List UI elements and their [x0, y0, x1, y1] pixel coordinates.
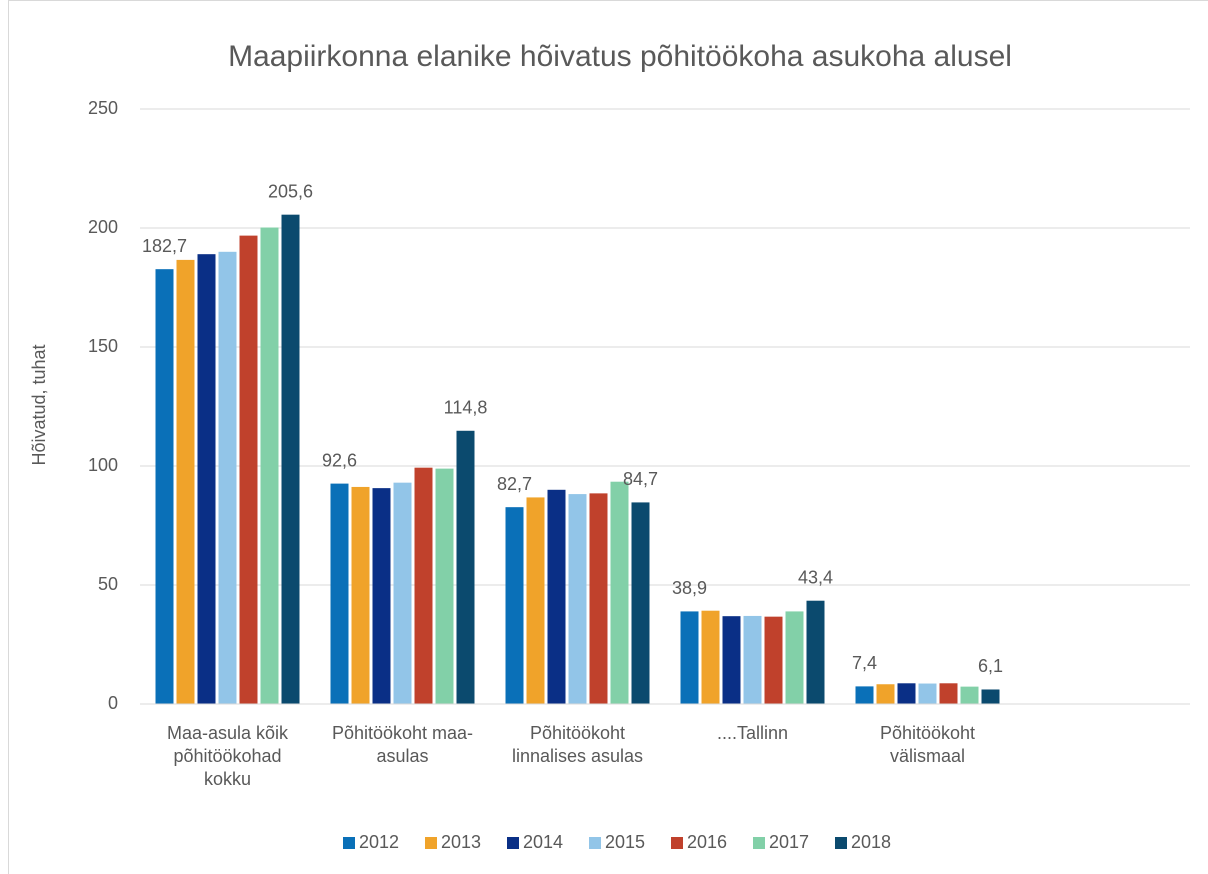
y-tick-label: 200	[88, 217, 118, 237]
chart-title: Maapiirkonna elanike hõivatus põhitöökoh…	[228, 40, 1012, 73]
bar	[764, 616, 783, 704]
bar	[981, 689, 1000, 704]
bar	[260, 227, 279, 705]
bar	[456, 430, 475, 704]
bar	[330, 483, 349, 704]
y-tick-label: 150	[88, 336, 118, 356]
bar	[547, 489, 566, 704]
data-label: 43,4	[798, 567, 833, 587]
legend-swatch	[671, 837, 683, 849]
bar	[197, 254, 216, 704]
bar	[722, 616, 741, 704]
bar	[526, 497, 545, 704]
bar	[680, 611, 699, 704]
y-tick-label: 100	[88, 455, 118, 475]
data-label: 6,1	[978, 656, 1003, 676]
data-label: 38,9	[672, 578, 707, 598]
bar	[568, 494, 587, 704]
bar	[701, 610, 720, 704]
legend-swatch	[507, 837, 519, 849]
data-label: 92,6	[322, 450, 357, 470]
bar	[855, 686, 874, 704]
y-tick-label: 0	[108, 693, 118, 713]
legend-swatch	[835, 837, 847, 849]
bar	[897, 683, 916, 704]
bar	[610, 481, 629, 704]
data-label: 84,7	[623, 469, 658, 489]
chart-border	[8, 0, 1208, 874]
legend-swatch	[343, 837, 355, 849]
data-label: 82,7	[497, 474, 532, 494]
bar	[281, 214, 300, 704]
bar	[918, 683, 937, 704]
y-tick-label: 250	[88, 98, 118, 118]
bar	[806, 600, 825, 704]
bar	[239, 235, 258, 704]
legend-label: 2013	[441, 832, 481, 852]
x-tick-label: Põhitöökoht välismaal	[879, 723, 976, 766]
data-label: 7,4	[852, 653, 877, 673]
data-label: 114,8	[444, 398, 488, 418]
bar	[876, 684, 895, 704]
legend-label: 2014	[523, 832, 563, 852]
bar	[351, 486, 370, 704]
bar	[155, 269, 174, 704]
bar	[435, 468, 454, 704]
bar	[939, 683, 958, 704]
legend-swatch	[425, 837, 437, 849]
bar	[372, 488, 391, 704]
data-label: 205,6	[268, 181, 313, 201]
bar	[218, 251, 237, 705]
bar	[505, 507, 524, 704]
legend-label: 2016	[687, 832, 727, 852]
legend-swatch	[589, 837, 601, 849]
y-axis-label: Hõivatud, tuhat	[29, 344, 49, 465]
x-tick-label: Põhitöökoht linnalises asulas	[511, 723, 644, 766]
legend-label: 2015	[605, 832, 645, 852]
bar	[960, 686, 979, 704]
data-label: 182,7	[142, 236, 187, 256]
x-tick-label: ....Tallinn	[716, 723, 789, 743]
bar	[393, 482, 412, 704]
legend-label: 2012	[359, 832, 399, 852]
bar	[589, 493, 608, 704]
legend-label: 2018	[851, 832, 891, 852]
bar	[631, 502, 650, 704]
bar	[414, 467, 433, 704]
x-tick-label: Põhitöökoht maa-asulas	[331, 723, 474, 766]
bar	[176, 259, 195, 704]
bar	[785, 611, 804, 704]
legend-label: 2017	[769, 832, 809, 852]
x-tick-label: Maa-asula kõik põhitöökohad kokku	[166, 723, 289, 789]
y-tick-label: 50	[98, 574, 118, 594]
bar	[743, 615, 762, 704]
legend-swatch	[753, 837, 765, 849]
